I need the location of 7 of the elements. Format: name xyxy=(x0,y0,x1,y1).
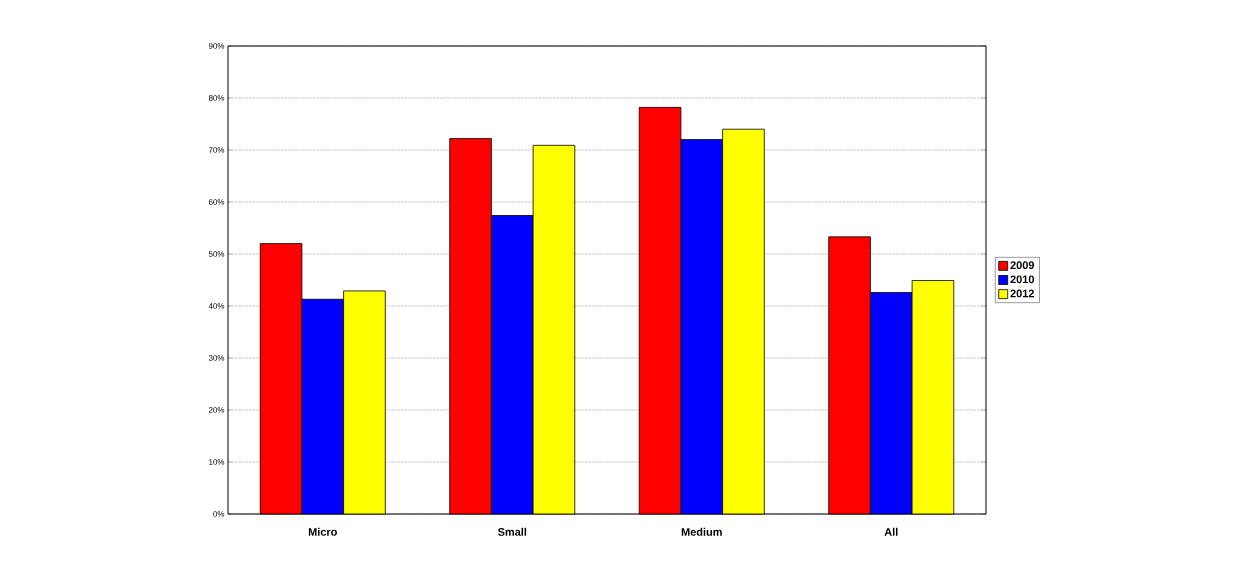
legend-label: 2010 xyxy=(1010,275,1034,284)
x-tick-label: Small xyxy=(497,527,527,536)
legend-label: 2012 xyxy=(1010,289,1035,298)
x-tick-label: Micro xyxy=(308,527,337,536)
x-tick-label: All xyxy=(884,527,898,536)
x-tick-label: Medium xyxy=(681,527,722,536)
legend-label: 2009 xyxy=(1010,261,1035,270)
